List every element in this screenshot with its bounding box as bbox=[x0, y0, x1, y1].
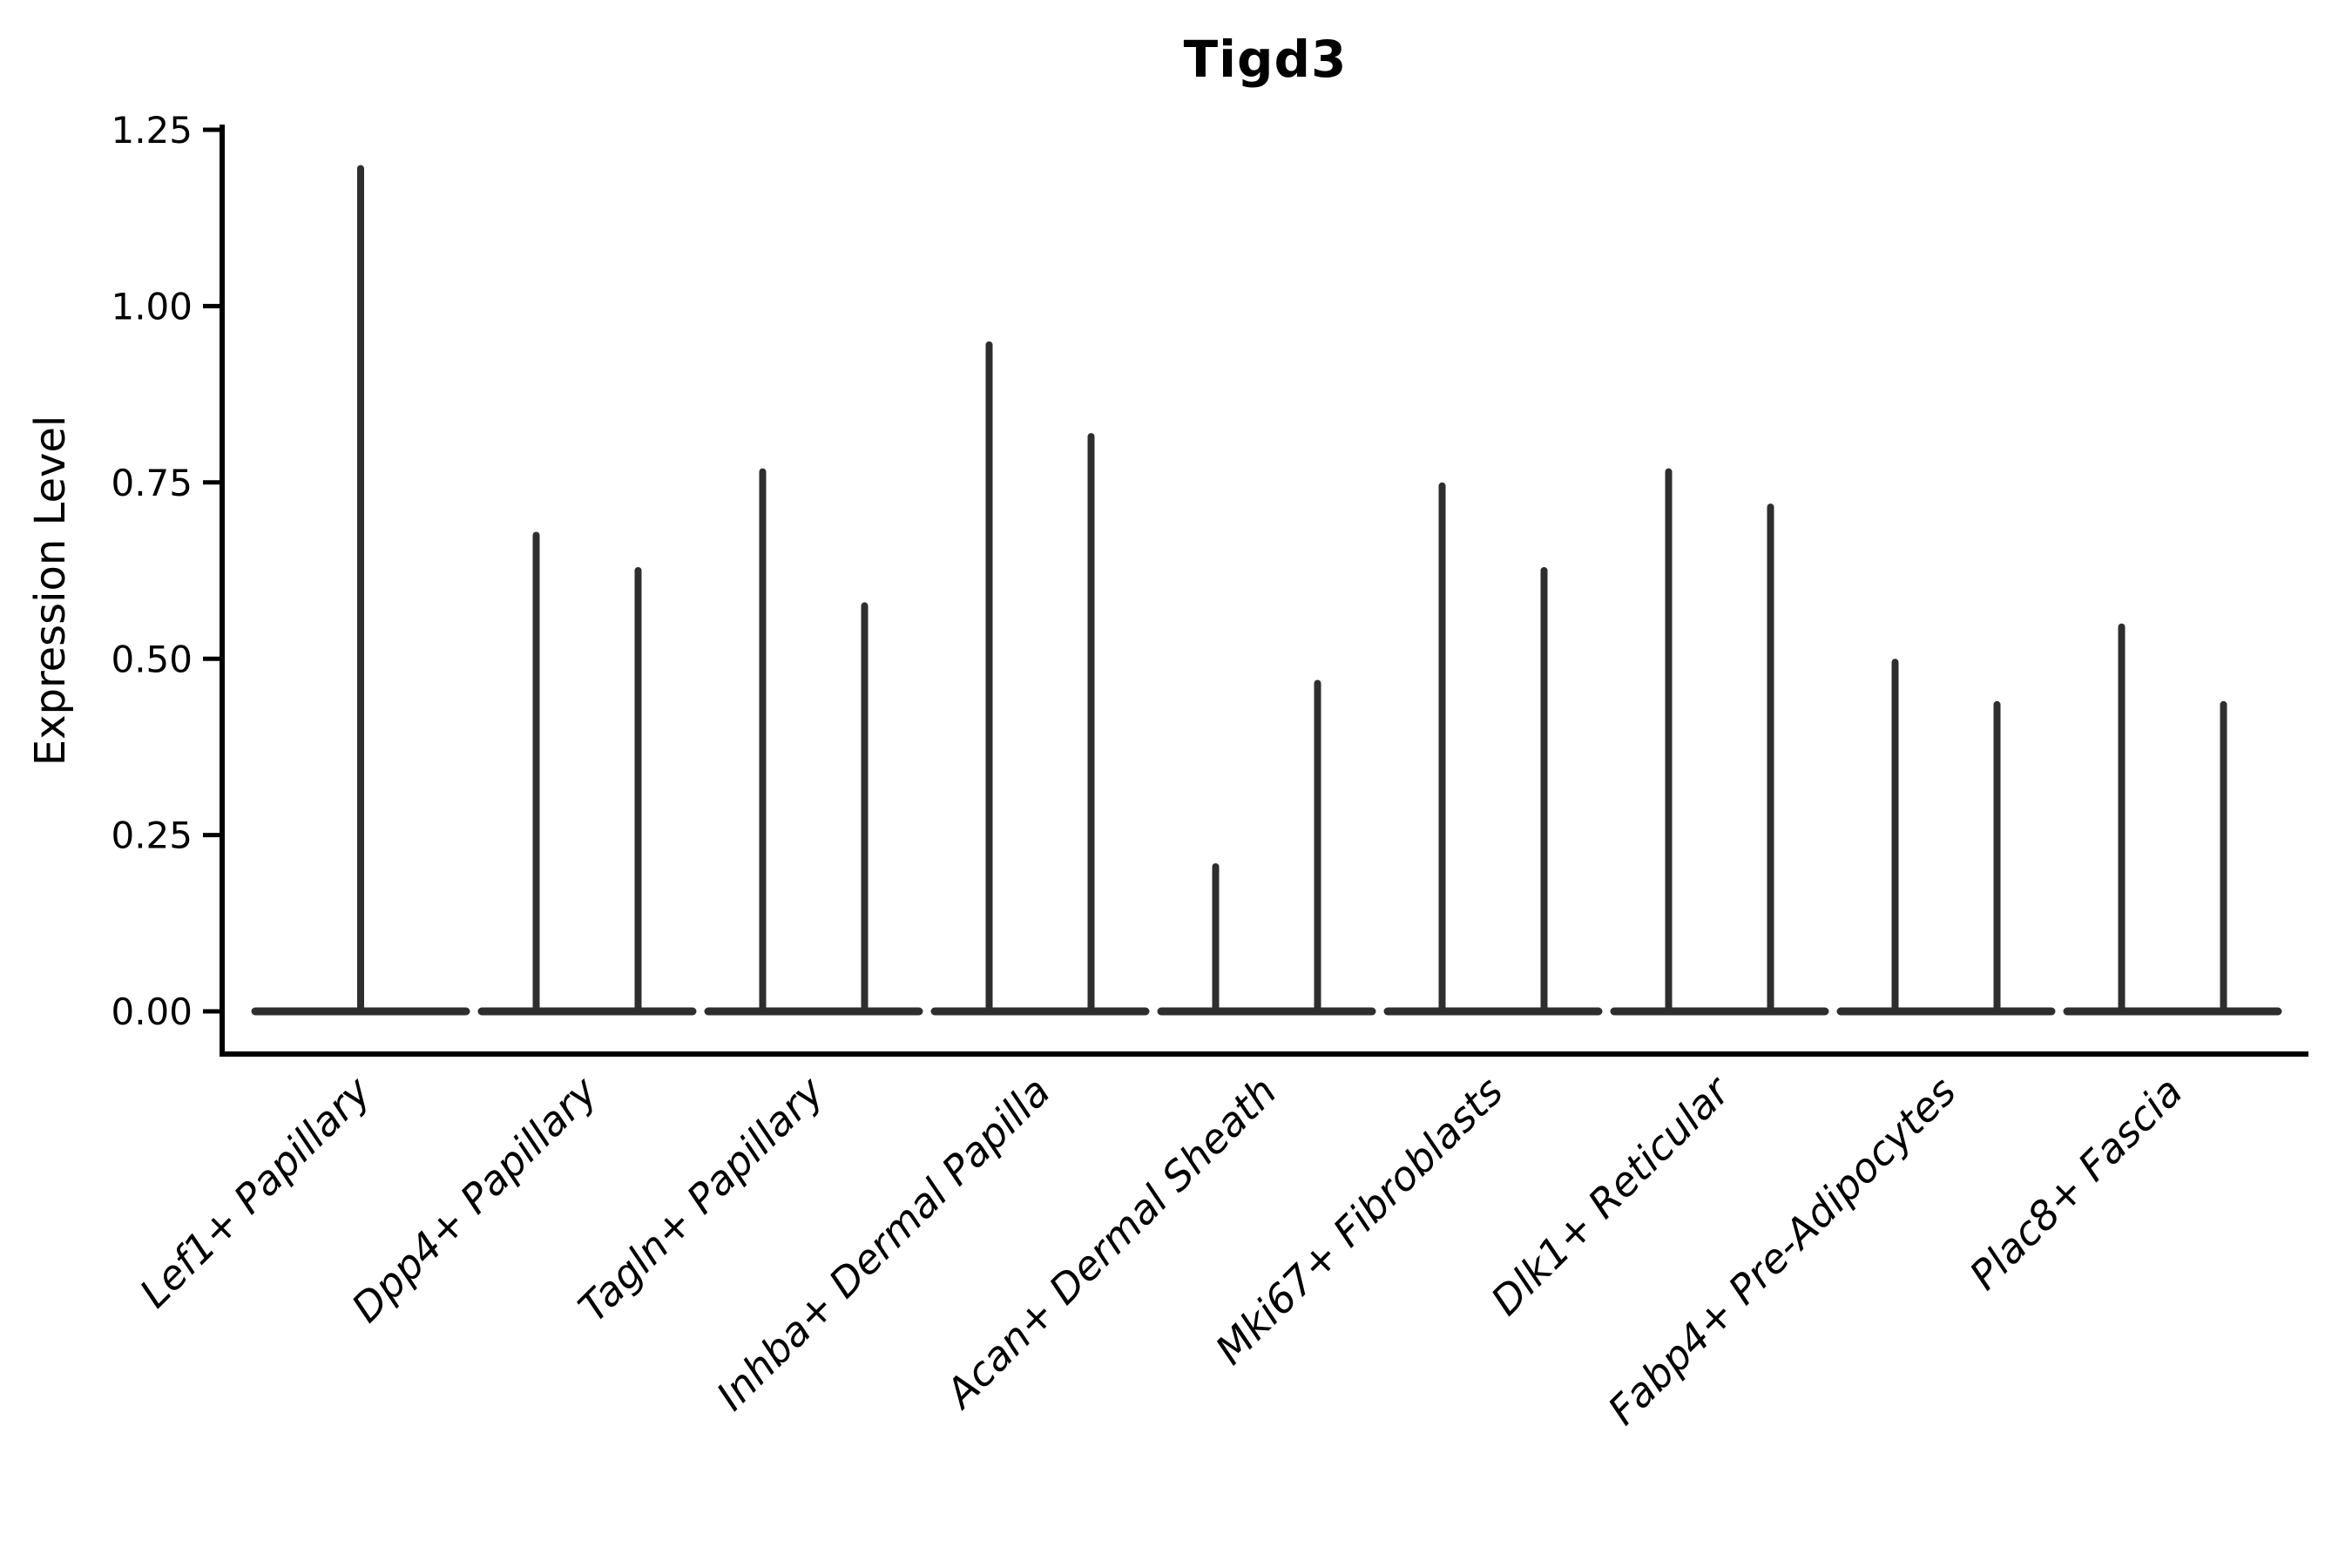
x-tick-label: Dpp4+ Papillary bbox=[342, 1067, 606, 1331]
y-tick-label: 0.50 bbox=[111, 638, 193, 680]
y-tick-label: 1.00 bbox=[111, 286, 193, 328]
x-tick-label: Dlk1+ Reticular bbox=[1482, 1065, 1740, 1324]
y-tick-label: 1.25 bbox=[111, 109, 193, 152]
y-axis-spine bbox=[220, 125, 225, 1057]
x-tick-label: Lef1+ Papillary bbox=[131, 1067, 380, 1316]
x-tick-label: Tagln+ Papillary bbox=[569, 1067, 833, 1331]
y-tick-label: 0.00 bbox=[111, 990, 193, 1033]
x-tick-label: Plac8+ Fascia bbox=[1960, 1068, 2191, 1299]
chart-title: Tigd3 bbox=[1183, 30, 1348, 89]
x-axis-spine bbox=[220, 1051, 2308, 1057]
y-tick-label: 0.75 bbox=[111, 462, 193, 504]
y-tick-label: 0.25 bbox=[111, 814, 193, 857]
